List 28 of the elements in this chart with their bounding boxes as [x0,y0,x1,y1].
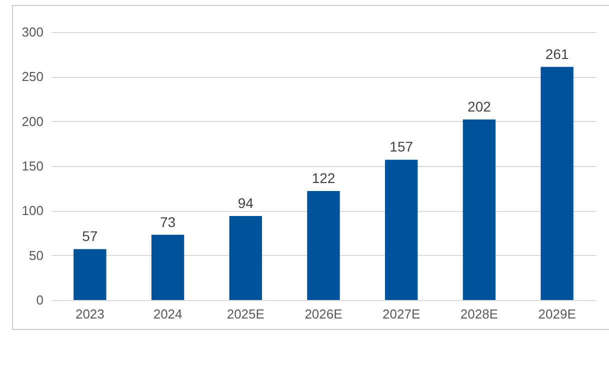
x-tick-label: 2029E [538,306,576,322]
y-tick-label: 200 [22,114,44,129]
data-label: 202 [468,98,492,115]
x-tick-label: 2024 [153,306,182,322]
bar [385,160,418,300]
data-label: 57 [82,228,98,244]
x-tick-label: 2027E [382,306,420,322]
bar [462,120,496,300]
bar [229,216,262,300]
data-label: 122 [312,170,336,186]
data-label: 73 [160,214,176,230]
data-label: 261 [545,46,569,62]
bar [307,191,340,300]
x-tick-label: 2023 [75,306,104,322]
y-tick-label: 0 [36,292,44,308]
y-tick-label: 100 [22,203,44,218]
x-tick-label: 2026E [304,306,343,322]
x-tick-label: 2025E [226,306,265,322]
bar [151,234,184,300]
y-tick-label: 300 [22,24,44,40]
data-label: 94 [238,195,254,212]
bar [540,66,574,300]
x-tick-label: 2028E [460,306,498,322]
y-tick-label: 50 [29,248,44,263]
bar [74,249,106,300]
data-label: 157 [390,138,414,155]
y-tick-label: 150 [22,158,44,174]
y-tick-label: 250 [22,69,44,84]
